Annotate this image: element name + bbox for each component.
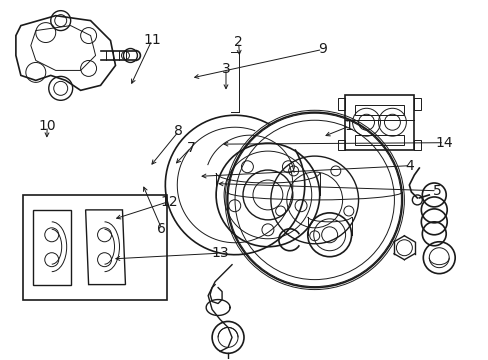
Text: 7: 7 [186,141,195,155]
Text: 12: 12 [160,194,178,208]
Text: 4: 4 [405,159,414,173]
Text: 1: 1 [344,119,353,133]
Text: 6: 6 [157,222,166,236]
Text: 9: 9 [317,42,326,57]
Text: 14: 14 [434,136,452,150]
Text: 2: 2 [234,35,243,49]
Text: 11: 11 [143,33,161,47]
Text: 8: 8 [174,124,183,138]
Bar [23,195,167,300]
Text: 13: 13 [211,246,228,260]
Text: 3: 3 [221,62,230,76]
Text: 5: 5 [432,184,440,198]
Text: 10: 10 [39,119,56,133]
